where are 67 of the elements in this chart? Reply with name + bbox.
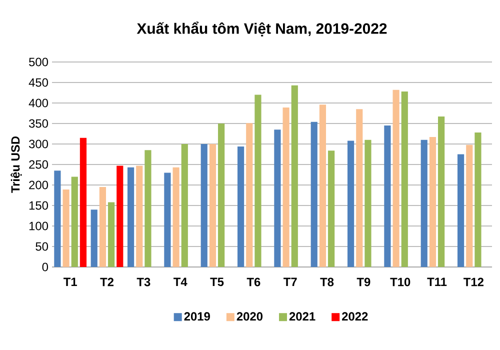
y-tick-label: 450 xyxy=(28,78,48,87)
bar xyxy=(218,124,225,267)
x-tick-label: T1 xyxy=(64,278,77,286)
y-tick-label: 500 xyxy=(29,58,48,66)
x-tick-label: T9 xyxy=(356,278,370,286)
x-tick-label: T7 xyxy=(284,278,297,286)
y-tick-label: 150 xyxy=(29,201,48,210)
bar xyxy=(466,144,473,267)
bar xyxy=(237,146,244,267)
x-tick-label: T4 xyxy=(174,278,188,286)
y-tick-label: 100 xyxy=(29,222,48,230)
y-tick-label: 50 xyxy=(36,242,48,251)
bar xyxy=(401,92,408,267)
bar xyxy=(246,123,253,267)
bar xyxy=(274,130,281,267)
bar xyxy=(364,140,372,267)
bar xyxy=(457,154,464,267)
y-tick-label: 350 xyxy=(28,119,48,128)
bar xyxy=(254,94,262,267)
chart-title: Xuất khẩu tôm Việt Nam, 2019-2022 xyxy=(136,22,387,36)
bar xyxy=(144,150,152,267)
bar xyxy=(328,150,335,267)
bar xyxy=(347,140,354,267)
bar xyxy=(108,202,115,267)
x-tick-label: T10 xyxy=(390,278,410,286)
legend-label: 2020 xyxy=(236,312,263,321)
bar xyxy=(90,210,98,267)
bar xyxy=(62,190,70,267)
bar xyxy=(319,104,326,267)
x-tick-label: T2 xyxy=(100,278,114,286)
bar xyxy=(116,166,124,267)
y-tick-label: 250 xyxy=(29,160,48,169)
y-tick-label: 400 xyxy=(28,98,48,108)
bar xyxy=(164,172,171,267)
bar xyxy=(209,144,216,267)
legend-label: 2019 xyxy=(184,312,210,321)
x-tick-label: T11 xyxy=(427,278,447,286)
legend-label: 2022 xyxy=(342,312,368,321)
x-tick-label: T3 xyxy=(136,278,150,286)
x-tick-label: T12 xyxy=(464,278,484,286)
bar xyxy=(127,167,134,267)
bar xyxy=(71,176,78,267)
bar xyxy=(429,137,436,267)
bar xyxy=(356,109,363,267)
y-tick-label: 200 xyxy=(29,180,48,190)
x-tick-label: T6 xyxy=(246,278,260,286)
bar xyxy=(474,132,482,267)
bar xyxy=(420,140,428,267)
legend-label: 2021 xyxy=(289,312,316,321)
bar xyxy=(384,126,391,267)
bar xyxy=(392,90,400,267)
bar xyxy=(438,116,445,267)
bar xyxy=(291,85,298,267)
bar xyxy=(80,138,87,267)
bar xyxy=(99,187,106,267)
y-axis-title: Triệu USD xyxy=(10,136,22,193)
bar xyxy=(136,166,143,267)
y-tick-label: 300 xyxy=(28,140,48,148)
bar xyxy=(181,144,188,267)
x-tick-label: T5 xyxy=(210,278,224,286)
bar xyxy=(200,144,208,267)
bar xyxy=(172,167,180,267)
bar xyxy=(54,170,61,267)
x-tick-label: T8 xyxy=(320,278,334,286)
bar xyxy=(310,122,318,267)
bar xyxy=(282,108,290,267)
y-tick-label: 0 xyxy=(42,262,48,272)
